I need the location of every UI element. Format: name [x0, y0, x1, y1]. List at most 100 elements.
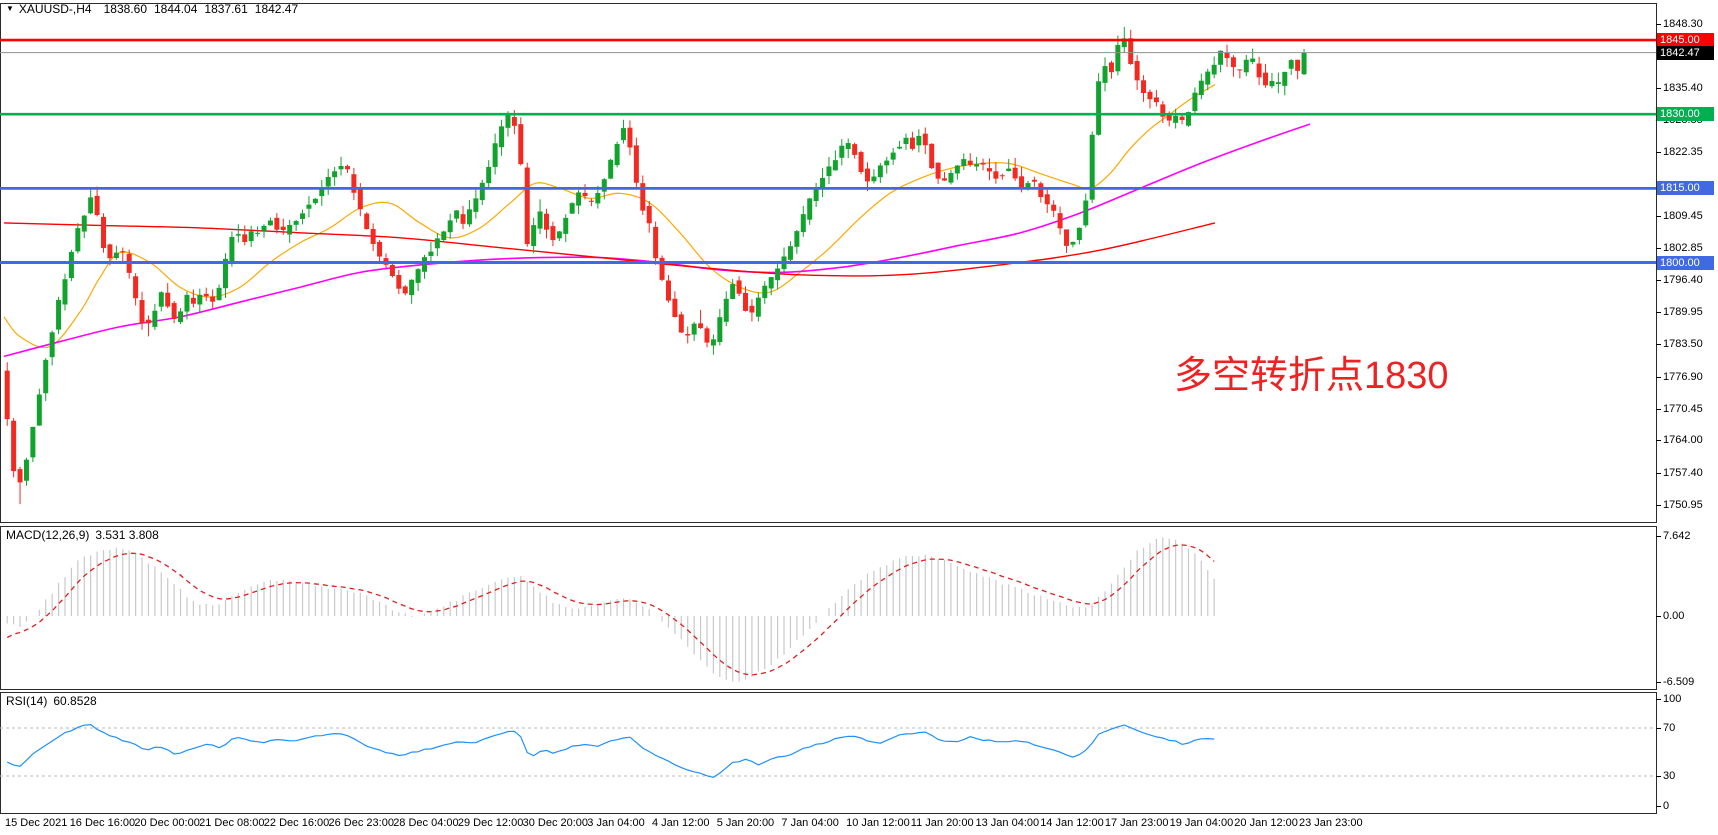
candle: [152, 303, 158, 330]
candle: [563, 214, 569, 243]
candle: [1057, 206, 1063, 235]
candle-body: [576, 192, 582, 206]
candle: [1224, 44, 1230, 67]
candle-body: [864, 168, 870, 182]
candle: [1064, 229, 1070, 253]
candle-body: [678, 314, 684, 333]
candle: [88, 188, 94, 215]
candle-body: [755, 297, 761, 317]
candle-body: [184, 294, 190, 312]
candle-body: [698, 323, 704, 329]
candle-body: [306, 204, 312, 209]
candle-body: [190, 297, 196, 304]
candle-body: [312, 198, 318, 204]
candle: [30, 426, 36, 463]
candle: [62, 273, 68, 311]
candle: [897, 140, 903, 150]
candle: [300, 209, 306, 225]
candle-body: [1263, 72, 1269, 86]
candle: [518, 117, 524, 166]
candle-body: [62, 279, 68, 305]
candle-body: [1108, 62, 1114, 73]
candle: [794, 229, 800, 254]
candle: [768, 277, 774, 296]
candle: [1256, 56, 1262, 86]
candle-body: [871, 176, 877, 182]
candle: [344, 164, 350, 173]
candle-body: [999, 175, 1005, 177]
candle-body: [813, 188, 819, 201]
candle-body: [49, 332, 55, 358]
candle: [627, 120, 633, 156]
candle-body: [101, 216, 107, 248]
candle-body: [948, 172, 954, 183]
candle-body: [23, 459, 29, 481]
candle: [1192, 87, 1198, 116]
candle-body: [1070, 241, 1076, 245]
candle-body: [1128, 38, 1134, 64]
candle-body: [556, 231, 562, 239]
candle: [537, 199, 543, 235]
candle: [229, 231, 235, 267]
candle-body: [1256, 63, 1262, 78]
candle-body: [30, 426, 36, 458]
candle-body: [954, 165, 960, 174]
candle-body: [94, 195, 100, 215]
candle: [1301, 48, 1307, 75]
candle-body: [1160, 104, 1166, 117]
candle-body: [621, 128, 627, 141]
panel-frame-2: [0, 692, 1657, 814]
candle-body: [210, 296, 216, 302]
candle: [787, 241, 793, 265]
candle: [396, 269, 402, 295]
candle: [1038, 181, 1044, 203]
candle: [415, 268, 421, 292]
candle: [171, 300, 177, 324]
candle-body: [319, 187, 325, 197]
candle: [4, 362, 10, 426]
candle-body: [1295, 59, 1301, 71]
candle: [1089, 131, 1095, 204]
candle-body: [370, 228, 376, 244]
candle-body: [1269, 80, 1275, 87]
candle-body: [633, 145, 639, 183]
candle: [43, 358, 49, 401]
candle: [826, 156, 832, 185]
candle-body: [787, 246, 793, 260]
candle-body: [524, 167, 530, 245]
candle: [1275, 72, 1281, 94]
candle-body: [743, 292, 749, 311]
candle: [325, 168, 331, 195]
candle: [306, 196, 312, 218]
candle-body: [248, 231, 254, 242]
candle: [646, 201, 652, 233]
candle: [1173, 108, 1179, 129]
candle: [145, 315, 151, 337]
candle-body: [1173, 115, 1179, 123]
candle-body: [422, 257, 428, 272]
candle-body: [640, 183, 646, 211]
candle-body: [832, 160, 838, 171]
candle: [1044, 188, 1050, 214]
candle: [11, 418, 17, 478]
candle-body: [1230, 57, 1236, 68]
candle-body: [775, 268, 781, 281]
candle: [550, 221, 556, 247]
candle: [640, 175, 646, 215]
candle: [197, 288, 203, 314]
candle: [434, 232, 440, 257]
candle: [685, 326, 691, 344]
candle: [1006, 158, 1012, 172]
candle: [524, 162, 530, 247]
candle: [691, 321, 697, 341]
candle-body: [653, 226, 659, 259]
candle-body: [646, 205, 652, 224]
candle-body: [486, 166, 492, 184]
candle-body: [267, 220, 273, 226]
candle-body: [4, 370, 10, 420]
candle-body: [216, 287, 222, 301]
candle-body: [563, 217, 569, 234]
candle-body: [967, 160, 973, 165]
candle: [762, 281, 768, 304]
